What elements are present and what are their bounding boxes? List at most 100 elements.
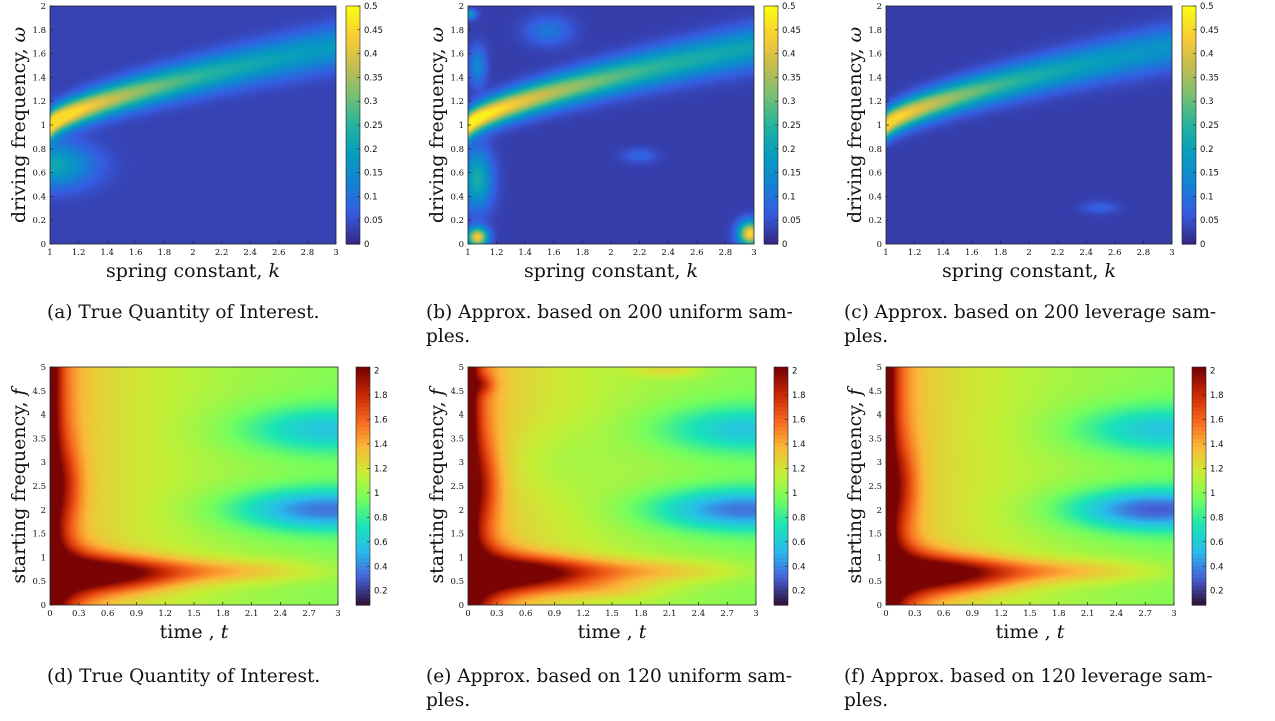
colorbar-tick-label: 1 <box>374 489 379 499</box>
colorbar-segment <box>764 9 778 15</box>
colorbar-segment <box>764 117 778 122</box>
x-tick-label: 1.6 <box>965 248 979 258</box>
colorbar-segment <box>346 81 360 86</box>
colorbar-segment <box>356 537 370 543</box>
y-tick-label: 3.5 <box>450 434 464 444</box>
colorbar-segment <box>346 156 360 162</box>
colorbar-segment <box>764 49 778 55</box>
colorbar-tick-label: 0.3 <box>1200 97 1214 107</box>
x-tick-label: 1.6 <box>129 248 143 258</box>
x-axis-variable: t <box>639 621 647 643</box>
colorbar-segment <box>764 240 778 245</box>
x-axis-label-text: spring constant, <box>942 260 1105 282</box>
colorbar-segment <box>346 180 360 186</box>
colorbar-segment <box>1192 442 1206 447</box>
colorbar-segment <box>1182 144 1196 150</box>
colorbar-segment <box>346 77 360 82</box>
colorbar-segment <box>1182 93 1196 98</box>
x-tick-label: 2.4 <box>692 609 706 619</box>
colorbar-segment <box>356 569 370 574</box>
colorbar-tick-label: 0.2 <box>782 145 796 155</box>
y-tick-label: 4.5 <box>868 387 882 397</box>
colorbar-segment <box>356 585 370 590</box>
colorbar-segment <box>1192 509 1206 515</box>
colorbar-segment <box>346 208 360 213</box>
colorbar-segment <box>1192 545 1206 551</box>
colorbar-segment <box>764 29 778 35</box>
y-tick-label: 0 <box>41 240 46 250</box>
colorbar-segment <box>764 57 778 63</box>
colorbar-segment <box>356 501 370 507</box>
colorbar-segment <box>356 561 370 566</box>
x-axis-variable: k <box>686 260 698 282</box>
colorbar-segment <box>764 148 778 154</box>
colorbar-segment <box>346 37 360 43</box>
colorbar-segment <box>1192 414 1206 420</box>
colorbar-tick-label: 0.2 <box>364 145 378 155</box>
colorbar-segment <box>346 29 360 35</box>
colorbar-segment <box>1182 160 1196 166</box>
colorbar-tick-label: 0.3 <box>364 97 378 107</box>
colorbar-segment <box>1192 478 1206 483</box>
colorbar-segment <box>346 13 360 19</box>
colorbar-segment <box>1182 61 1196 67</box>
colorbar-segment <box>356 589 370 594</box>
colorbar: 0 0.05 0.1 0.15 0.2 0.25 0.3 0.35 0.4 0.45 0.5 <box>763 2 801 250</box>
colorbar-segment <box>356 394 370 400</box>
colorbar-segment <box>346 192 360 197</box>
colorbar-segment <box>774 414 788 420</box>
colorbar-segment <box>346 232 360 237</box>
colorbar-segment <box>774 505 788 511</box>
colorbar-segment <box>774 561 788 566</box>
colorbar-tick-label: 0 <box>1200 240 1205 250</box>
colorbar-tick-label: 0.8 <box>1210 513 1224 523</box>
y-tick-label: 2 <box>41 2 46 12</box>
y-axis-label: starting frequency, f <box>8 385 30 583</box>
colorbar-segment <box>1182 125 1196 130</box>
x-tick-label: 2 <box>1026 248 1031 258</box>
colorbar-segment <box>1182 132 1196 138</box>
colorbar-tick-label: 0.25 <box>1200 121 1219 131</box>
colorbar-segment <box>774 474 788 479</box>
colorbar-segment <box>764 25 778 31</box>
y-tick-label: 0.4 <box>868 192 882 202</box>
x-tick-label: 2.6 <box>690 248 704 258</box>
colorbar-segment <box>774 501 788 507</box>
y-tick-label: 0 <box>41 601 46 611</box>
heatmap-image <box>886 367 1174 605</box>
y-tick-label: 1 <box>459 121 464 131</box>
y-tick-label: 2 <box>459 506 464 516</box>
colorbar-tick-label: 0.4 <box>782 50 796 60</box>
colorbar-segment <box>346 53 360 59</box>
colorbar-segment <box>1192 398 1206 404</box>
colorbar-segment <box>1182 73 1196 78</box>
colorbar-tick-label: 0.6 <box>1210 538 1224 548</box>
colorbar-segment <box>1192 501 1206 507</box>
heatmap-panel-c: 1 1.2 1.4 1.6 1.8 2 2.2 2.4 2.6 2.8 3 0 0.2 0.4 0.6 0.8… <box>844 2 1219 347</box>
colorbar-segment <box>774 398 788 404</box>
y-tick-label: 1.5 <box>450 530 464 540</box>
colorbar-segment <box>1192 521 1206 527</box>
colorbar-segment <box>774 470 788 475</box>
colorbar-segment <box>346 148 360 154</box>
colorbar-segment <box>774 450 788 455</box>
colorbar-segment <box>764 73 778 78</box>
y-tick-label: 0.4 <box>32 192 46 202</box>
x-tick-label: 1 <box>465 248 470 258</box>
colorbar-tick-label: 0.3 <box>782 97 796 107</box>
colorbar-segment <box>774 402 788 408</box>
y-axis-variable: ω <box>8 27 30 43</box>
y-tick-label: 5 <box>459 363 464 373</box>
colorbar-segment <box>774 541 788 547</box>
colorbar-segment <box>356 398 370 404</box>
y-tick-label: 2 <box>41 506 46 516</box>
colorbar-segment <box>1192 402 1206 408</box>
y-tick-label: 1.4 <box>868 73 882 83</box>
colorbar-tick-label: 0.15 <box>364 169 383 179</box>
y-axis-variable: ω <box>844 27 866 43</box>
x-tick-label: 2.6 <box>272 248 286 258</box>
colorbar-segment <box>764 228 778 233</box>
y-tick-label: 1 <box>41 121 46 131</box>
colorbar-segment <box>1182 204 1196 209</box>
y-tick-label: 1.2 <box>32 97 46 107</box>
